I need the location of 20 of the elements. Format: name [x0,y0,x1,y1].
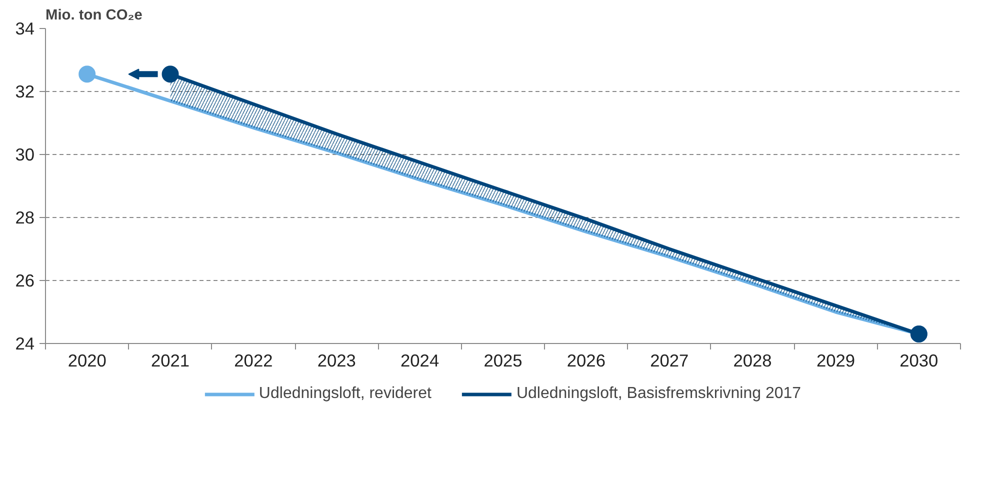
x-tick-label: 2024 [400,350,440,370]
x-tick-label: 2027 [650,350,689,370]
x-tick-label: 2028 [733,350,772,370]
y-tick-label: 26 [15,270,35,290]
x-tick-label: 2022 [234,350,273,370]
x-tick-label: 2026 [566,350,606,370]
y-tick-label: 24 [15,334,35,354]
y-tick-label: 34 [15,18,35,38]
x-tick-label: 2029 [816,350,856,370]
y-tick-label: 28 [15,208,35,228]
y-axis-title: Mio. ton CO₂e [46,8,142,24]
y-tick-label: 32 [15,82,35,102]
legend-label: Udledningsloft, Basisfremskrivning 2017 [516,385,802,403]
x-tick-label: 2025 [484,350,522,370]
legend-label: Udledningsloft, revideret [258,385,432,403]
x-tick-label: 2023 [317,350,356,370]
x-tick-label: 2030 [900,350,938,370]
y-tick-label: 30 [15,144,35,164]
x-tick-label: 2020 [68,350,106,370]
x-tick-label: 2021 [151,350,190,370]
